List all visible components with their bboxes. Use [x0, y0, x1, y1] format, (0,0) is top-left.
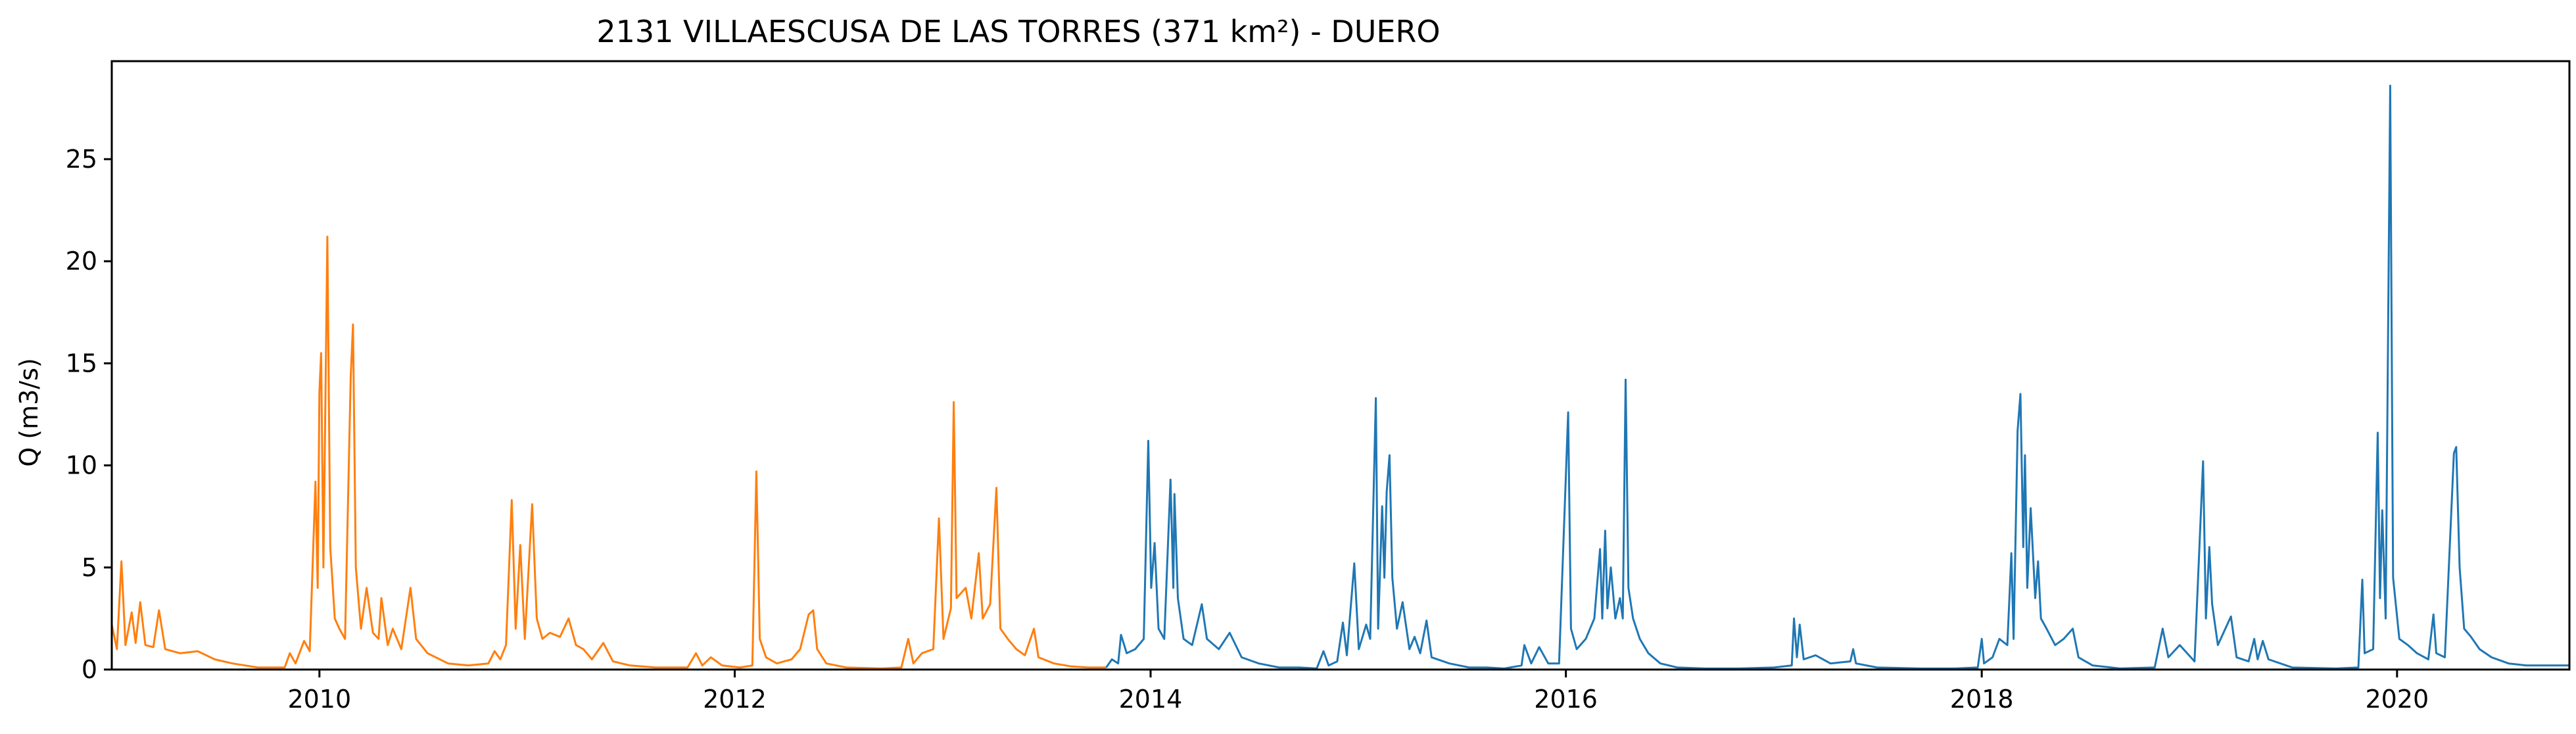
- x-tick-label: 2016: [1534, 685, 1598, 714]
- series-layer: [110, 84, 2569, 670]
- x-tick-label: 2012: [703, 685, 767, 714]
- y-tick-label: 20: [66, 247, 97, 276]
- chart-title: 2131 VILLAESCUSA DE LAS TORRES (371 km²)…: [596, 14, 1440, 49]
- y-tick-label: 25: [66, 145, 97, 174]
- x-tick-label: 2018: [1950, 685, 2014, 714]
- ticks-layer: 0 5 10 15 20 25 2010 2012 2014 2016 2018 2020: [66, 145, 2429, 714]
- series-line-2: [1105, 84, 2569, 670]
- series-line-1: [110, 235, 1107, 670]
- x-tick-label: 2014: [1119, 685, 1183, 714]
- y-tick-label: 0: [82, 655, 97, 684]
- y-tick-label: 5: [82, 553, 97, 582]
- y-tick-label: 15: [66, 349, 97, 378]
- plot-frame: [110, 60, 2571, 671]
- y-tick-label: 10: [66, 451, 97, 480]
- y-axis-label: Q (m3/s): [14, 358, 43, 466]
- x-tick-label: 2020: [2365, 685, 2429, 714]
- x-tick-label: 2010: [287, 685, 351, 714]
